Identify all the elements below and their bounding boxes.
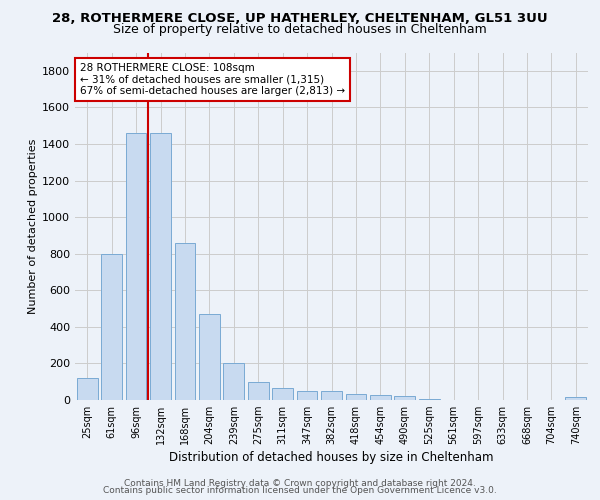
Text: Size of property relative to detached houses in Cheltenham: Size of property relative to detached ho… <box>113 22 487 36</box>
Bar <box>394 396 415 400</box>
Bar <box>101 254 122 400</box>
Bar <box>321 391 342 400</box>
Y-axis label: Number of detached properties: Number of detached properties <box>28 138 38 314</box>
Bar <box>272 388 293 400</box>
Bar <box>175 242 196 400</box>
Bar <box>150 133 171 400</box>
Text: Contains public sector information licensed under the Open Government Licence v3: Contains public sector information licen… <box>103 486 497 495</box>
Bar <box>296 391 317 400</box>
Text: 28, ROTHERMERE CLOSE, UP HATHERLEY, CHELTENHAM, GL51 3UU: 28, ROTHERMERE CLOSE, UP HATHERLEY, CHEL… <box>52 12 548 26</box>
Bar <box>370 394 391 400</box>
Bar <box>565 398 586 400</box>
Bar <box>199 314 220 400</box>
Bar <box>77 378 98 400</box>
Bar <box>125 133 146 400</box>
X-axis label: Distribution of detached houses by size in Cheltenham: Distribution of detached houses by size … <box>169 452 494 464</box>
Text: Contains HM Land Registry data © Crown copyright and database right 2024.: Contains HM Land Registry data © Crown c… <box>124 478 476 488</box>
Bar <box>223 364 244 400</box>
Text: 28 ROTHERMERE CLOSE: 108sqm
← 31% of detached houses are smaller (1,315)
67% of : 28 ROTHERMERE CLOSE: 108sqm ← 31% of det… <box>80 63 345 96</box>
Bar <box>346 394 367 400</box>
Bar <box>248 382 269 400</box>
Bar <box>419 398 440 400</box>
